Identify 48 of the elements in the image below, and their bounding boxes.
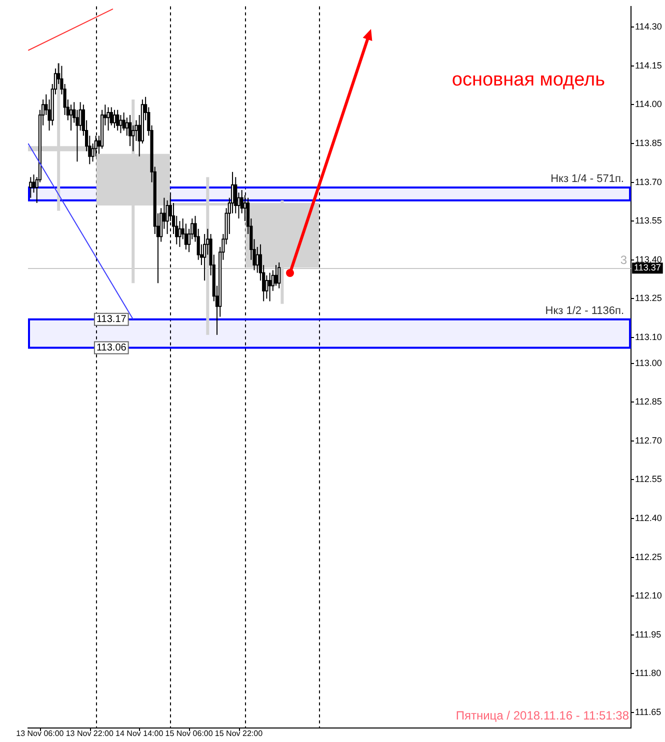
y-tick-label: 112.55 [635, 474, 662, 484]
annotation: 113.06 [96, 342, 127, 354]
y-tick-label: 113.25 [635, 293, 662, 304]
annotation: 113.17 [96, 314, 127, 326]
text: основная модель [452, 70, 606, 91]
candlestick [29, 176, 32, 198]
candlestick [125, 117, 128, 136]
band-label: Нкз 1/4 - 571п. [550, 172, 624, 185]
candlestick [122, 112, 126, 132]
y-tick-label: 112.40 [635, 512, 662, 523]
annotation: Пятница / 2018.11.16 - 11:51:38 [456, 708, 630, 722]
candlestick [278, 262, 281, 289]
y-tick-label: 111.65 [635, 706, 662, 717]
candlestick [119, 114, 122, 134]
y-tick-label: 112.10 [635, 590, 662, 601]
y-tick-label: 113.10 [635, 332, 662, 342]
y-tick-label: 114.15 [635, 60, 662, 70]
ref-line-label: 113.37 [634, 262, 661, 273]
y-tick-label: 114.00 [635, 99, 662, 110]
x-tick-label: 14 Nov 14:00 [116, 729, 164, 738]
candlestick [116, 109, 120, 132]
y-tick-label: 114.30 [635, 22, 662, 32]
candlestick [32, 174, 36, 194]
candlestick [106, 106, 110, 132]
candlestick [256, 246, 259, 274]
y-tick-label: 112.70 [635, 435, 662, 446]
y-tick-label: 111.95 [635, 629, 662, 640]
candlestick [69, 104, 73, 132]
candlestick [265, 274, 268, 300]
candlestick [274, 264, 278, 286]
x-tick-label: 13 Nov 22:00 [66, 729, 114, 738]
y-tick-label: 112.85 [635, 396, 662, 407]
x-tick-label: 15 Nov 06:00 [165, 729, 214, 738]
candlestick [268, 272, 272, 302]
y-tick-label: 113.55 [635, 216, 662, 226]
band-label: Нкз 1/2 - 1136п. [545, 304, 624, 317]
y-tick-label: 113.40 [635, 254, 662, 264]
candlestick [128, 114, 132, 147]
candlestick [178, 220, 182, 248]
annotation: 3 [620, 252, 628, 267]
y-tick-label: 113.85 [635, 138, 662, 148]
y-tick-label: 113.00 [635, 358, 662, 368]
x-tick-label: 13 Nov 06:00 [16, 729, 64, 738]
y-tick-label: 113.70 [635, 176, 662, 187]
y-tick-label: 112.25 [635, 552, 662, 562]
x-tick-label: 15 Nov 22:00 [214, 729, 264, 738]
candlestick [112, 109, 116, 128]
y-tick-label: 111.80 [635, 668, 662, 678]
